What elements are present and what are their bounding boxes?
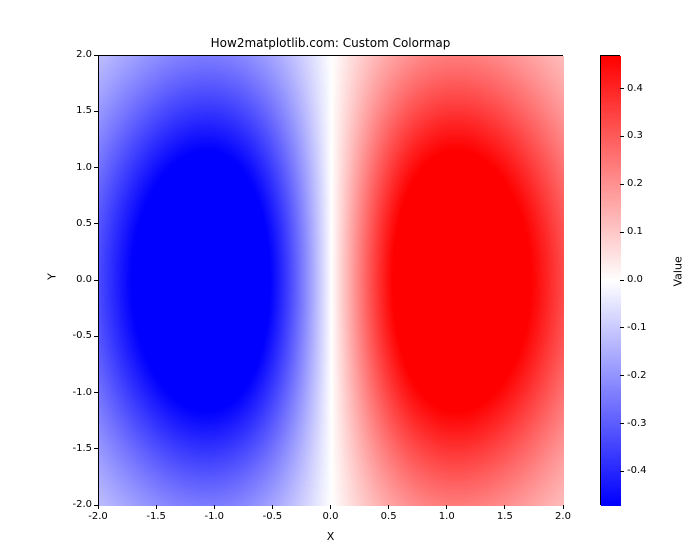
y-tick-mark [94,280,98,281]
y-tick-mark [94,448,98,449]
x-tick-label: 1.5 [490,511,520,522]
x-tick-label: 0.5 [374,511,404,522]
colorbar-tick-label: 0.1 [627,226,643,237]
x-tick-mark [156,505,157,509]
colorbar-tick-mark [620,184,624,185]
colorbar-label: Value [672,267,685,287]
y-tick-label: -0.5 [72,330,92,341]
colorbar-gradient [601,56,621,506]
colorbar-tick-label: 0.2 [627,178,643,189]
y-tick-label: 1.5 [76,105,92,116]
colorbar-tick-mark [620,423,624,424]
y-tick-mark [94,167,98,168]
x-tick-label: -1.5 [141,511,171,522]
plot-area [98,55,563,505]
colorbar-tick-label: -0.2 [627,370,647,381]
x-tick-mark [272,505,273,509]
y-tick-label: 2.0 [76,49,92,60]
y-tick-label: 0.5 [76,218,92,229]
x-tick-mark [330,505,331,509]
colorbar-tick-mark [620,327,624,328]
x-tick-label: -1.0 [199,511,229,522]
colorbar-tick-label: 0.0 [627,274,643,285]
x-axis-label: X [98,530,563,543]
colorbar-tick-mark [620,88,624,89]
figure: How2matplotlib.com: Custom Colormap X Y … [0,0,700,560]
colorbar-tick-label: -0.1 [627,322,647,333]
x-tick-label: -2.0 [83,511,113,522]
x-tick-mark [446,505,447,509]
colorbar-tick-mark [620,375,624,376]
y-tick-mark [94,55,98,56]
x-tick-mark [388,505,389,509]
x-tick-label: 1.0 [432,511,462,522]
y-axis-label: Y [46,267,59,287]
colorbar-tick-label: -0.3 [627,418,647,429]
x-tick-mark [214,505,215,509]
x-tick-mark [563,505,564,509]
y-tick-label: 1.0 [76,162,92,173]
y-tick-label: -1.5 [72,443,92,454]
x-tick-label: 0.0 [316,511,346,522]
heatmap [99,56,564,506]
x-tick-label: -0.5 [257,511,287,522]
colorbar-tick-label: -0.4 [627,465,647,476]
y-tick-mark [94,111,98,112]
y-tick-label: -1.0 [72,387,92,398]
colorbar-tick-mark [620,471,624,472]
y-tick-mark [94,505,98,506]
y-tick-mark [94,223,98,224]
y-tick-mark [94,336,98,337]
colorbar-tick-mark [620,232,624,233]
plot-title: How2matplotlib.com: Custom Colormap [98,36,563,50]
colorbar-tick-mark [620,280,624,281]
x-tick-mark [98,505,99,509]
colorbar-tick-mark [620,136,624,137]
y-tick-mark [94,392,98,393]
colorbar [600,55,620,505]
x-tick-mark [504,505,505,509]
x-tick-label: 2.0 [548,511,578,522]
y-tick-label: 0.0 [76,274,92,285]
y-tick-label: -2.0 [72,499,92,510]
colorbar-tick-label: 0.4 [627,83,643,94]
colorbar-tick-label: 0.3 [627,130,643,141]
